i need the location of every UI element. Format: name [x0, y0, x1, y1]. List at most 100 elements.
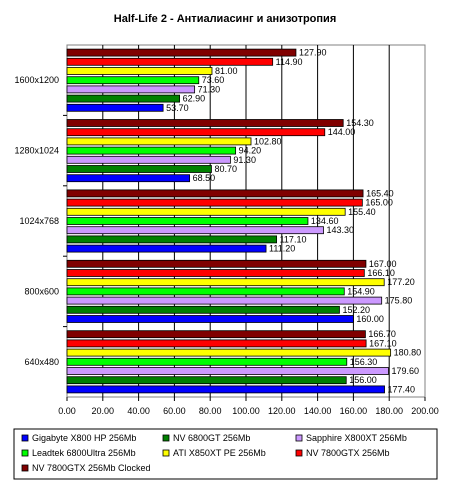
bar	[66, 57, 274, 66]
legend-swatch	[295, 434, 303, 442]
bar	[66, 367, 389, 375]
data-label: 156.30	[350, 357, 378, 367]
data-label: 81.00	[215, 66, 238, 76]
data-label: 166.70	[368, 329, 396, 339]
x-tick-label: 60.00	[163, 406, 186, 416]
x-tick-label: 40.00	[127, 406, 150, 416]
bar	[66, 259, 367, 268]
data-label: 53.70	[166, 103, 189, 113]
bar	[66, 48, 297, 57]
legend-label: NV 7800GTX 256Mb Clocked	[32, 463, 151, 473]
legend-swatch	[295, 449, 303, 457]
data-label: 167.10	[369, 338, 397, 348]
bar	[66, 174, 191, 183]
data-label: 175.80	[385, 296, 413, 306]
bar	[66, 235, 278, 244]
data-label: 165.40	[366, 188, 394, 198]
legend-label: NV 7800GTX 256Mb	[306, 448, 390, 458]
chart-title: Half-Life 2 - Антиалиасинг и анизотропия	[114, 13, 336, 25]
legend-box	[13, 428, 438, 480]
x-tick-label: 200.00	[411, 406, 439, 416]
bar	[66, 76, 200, 85]
x-tick-labels: 0.00 20.00 40.00 60.00 80.00 100.00 120.00 140.…	[58, 406, 439, 416]
legend-label: Sapphire X800XT 256Mb	[306, 433, 407, 443]
data-label: 144.00	[328, 127, 356, 137]
legend-label: Leadtek 6800Ultra 256Mb	[32, 448, 136, 458]
x-tick-label: 140.00	[304, 406, 332, 416]
bar	[66, 244, 267, 253]
bar	[66, 137, 252, 146]
data-label: 94.20	[239, 146, 262, 156]
data-label: 179.60	[391, 366, 419, 376]
data-label: 91.30	[233, 155, 256, 165]
bars	[66, 48, 392, 394]
x-tick-label: 80.00	[199, 406, 222, 416]
data-label: 102.80	[254, 136, 282, 146]
category-label: 1024x768	[19, 216, 59, 226]
bar	[66, 189, 364, 198]
bar	[66, 85, 196, 94]
bar	[66, 357, 348, 366]
bar	[66, 119, 344, 127]
x-tick-label: 180.00	[375, 406, 403, 416]
bar	[66, 287, 345, 296]
legend-swatch	[21, 449, 29, 457]
data-label: 111.20	[269, 244, 295, 254]
bar	[66, 330, 366, 339]
category-label: 1280x1024	[14, 146, 59, 156]
data-label: 155.40	[348, 207, 376, 217]
data-label: 160.00	[356, 314, 384, 324]
data-label: 152.20	[342, 305, 370, 315]
data-label: 117.10	[280, 234, 307, 244]
data-label: 68.50	[193, 173, 216, 183]
bar	[66, 269, 365, 277]
bar	[66, 296, 383, 305]
data-label: 180.80	[394, 348, 422, 358]
x-tick-label: 160.00	[340, 406, 368, 416]
bar	[66, 198, 363, 207]
data-label: 166.10	[367, 268, 395, 278]
bar	[66, 128, 326, 137]
legend-label: Gigabyte X800 HP 256Mb	[32, 433, 136, 443]
bar	[66, 146, 237, 155]
category-separators	[63, 114, 67, 328]
bar	[66, 226, 324, 235]
bar	[66, 385, 385, 394]
category-label: 1600x1200	[14, 75, 59, 85]
legend-swatch	[162, 434, 170, 442]
bar	[66, 94, 180, 103]
legend-swatch	[21, 434, 29, 442]
data-label: 114.90	[276, 57, 303, 67]
data-label: 71.30	[198, 84, 221, 94]
data-label: 134.60	[311, 216, 339, 226]
x-tick-label: 0.00	[58, 406, 76, 416]
x-tick-label: 120.00	[268, 406, 296, 416]
x-tick-label: 20.00	[92, 406, 115, 416]
bar	[66, 305, 340, 314]
data-label: 62.90	[183, 94, 206, 104]
bar	[66, 155, 231, 164]
data-label: 143.30	[327, 225, 355, 235]
data-label: 154.90	[347, 286, 375, 296]
data-label: 167.00	[369, 259, 397, 269]
data-label: 156.00	[349, 375, 377, 385]
bar	[66, 103, 164, 112]
bar	[66, 376, 347, 385]
data-label: 165.00	[365, 198, 393, 208]
legend-label: NV 6800GT 256Mb	[173, 433, 250, 443]
category-label: 800x600	[24, 286, 59, 296]
x-tick-label: 100.00	[232, 406, 260, 416]
legend-label: ATI X850XT PE 256Mb	[173, 448, 266, 458]
category-label: 640x480	[24, 357, 59, 367]
bar	[66, 315, 354, 323]
category-labels: 1600x1200 1280x1024 1024x768 800x600 640x480	[14, 75, 59, 367]
bar	[66, 207, 346, 216]
legend-swatch	[21, 464, 29, 472]
legend: Gigabyte X800 HP 256Mb NV 6800GT 256Mb Sap…	[21, 433, 407, 473]
data-label: 177.20	[387, 277, 415, 287]
data-label: 80.70	[214, 164, 237, 174]
data-label: 127.90	[299, 48, 327, 58]
